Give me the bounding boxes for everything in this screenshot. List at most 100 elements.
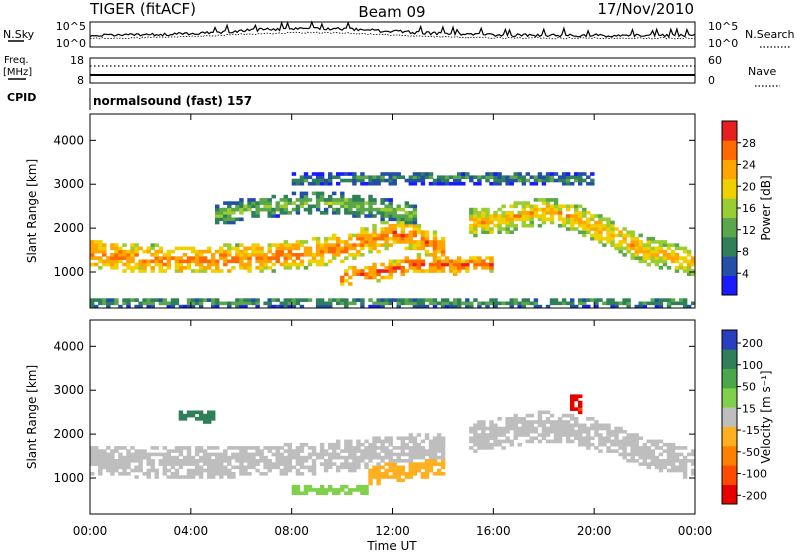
heatmap-cell — [384, 207, 389, 212]
heatmap-cell — [666, 446, 672, 450]
heatmap-cell — [614, 243, 619, 247]
heatmap-cell — [400, 272, 406, 277]
heatmap-cell — [408, 465, 414, 470]
heatmap-cell — [545, 201, 551, 205]
heatmap-cell — [610, 233, 615, 238]
heatmap-cell — [416, 468, 422, 473]
heatmap-cell — [570, 429, 575, 434]
heatmap-cell — [553, 426, 559, 431]
heatmap-cell — [211, 259, 216, 264]
heatmap-cell — [162, 472, 168, 476]
heatmap-cell — [259, 459, 264, 463]
heatmap-cell — [207, 420, 212, 424]
heatmap-cell — [501, 175, 506, 180]
heatmap-cell — [578, 433, 583, 437]
heatmap-cell — [513, 417, 518, 421]
heatmap-cell — [146, 468, 151, 473]
heatmap-cell — [481, 227, 486, 231]
heatmap-cell — [142, 301, 147, 306]
heatmap-cell — [606, 426, 611, 431]
heatmap-cell — [469, 230, 474, 235]
heatmap-cell — [509, 423, 514, 428]
heatmap-cell — [287, 442, 293, 447]
heatmap-cell — [340, 191, 345, 196]
heatmap-cell — [336, 301, 341, 306]
heatmap-cell — [598, 433, 603, 437]
heatmap-cell — [194, 256, 200, 260]
heatmap-cell — [138, 462, 143, 466]
heatmap-cell — [323, 459, 329, 463]
heatmap-cell — [142, 266, 147, 270]
heatmap-cell — [146, 246, 151, 251]
heatmap-cell — [424, 233, 430, 238]
heatmap-cell — [384, 233, 389, 238]
heatmap-cell — [646, 262, 652, 267]
heatmap-cell — [590, 214, 595, 218]
heatmap-cell — [299, 201, 305, 205]
heatmap-cell — [255, 201, 260, 205]
heatmap-cell — [146, 301, 151, 306]
heatmap-cell — [622, 446, 627, 450]
heatmap-cell — [138, 304, 143, 308]
heatmap-cell — [311, 468, 317, 473]
heatmap-cell — [380, 198, 385, 202]
heatmap-cell — [388, 449, 393, 453]
heatmap-cell — [207, 452, 212, 457]
heatmap-cell — [481, 220, 486, 225]
heatmap-cell — [678, 459, 684, 463]
heatmap-cell — [392, 262, 397, 267]
heatmap-cell — [150, 462, 155, 466]
heatmap-cell — [513, 178, 518, 183]
heatmap-cell — [315, 249, 321, 254]
heatmap-cell — [295, 204, 301, 209]
heatmap-cell — [118, 446, 123, 450]
heatmap-cell — [388, 475, 393, 479]
heatmap-cell — [662, 465, 668, 470]
heatmap-cell — [493, 436, 498, 441]
heatmap-cell — [392, 475, 397, 479]
heatmap-cell — [416, 452, 422, 457]
heatmap-cell — [239, 455, 244, 460]
heatmap-cell — [291, 301, 297, 306]
heatmap-cell — [364, 272, 369, 277]
heatmap-cell — [384, 178, 389, 183]
heatmap-cell — [174, 455, 180, 460]
heatmap-cell — [279, 243, 285, 247]
heatmap-cell — [178, 459, 184, 463]
heatmap-cell — [219, 455, 224, 460]
heatmap-cell — [533, 429, 539, 434]
heatmap-cell — [537, 304, 543, 308]
heatmap-cell — [267, 243, 272, 247]
heatmap-cell — [537, 198, 543, 202]
heatmap-cell — [340, 488, 345, 492]
heatmap-cell — [122, 459, 127, 463]
heatmap-cell — [239, 243, 244, 247]
heatmap-cell — [432, 439, 438, 444]
y-tick-label: 4000 — [53, 339, 84, 353]
heatmap-cell — [469, 304, 474, 308]
heatmap-cell — [283, 246, 289, 251]
heatmap-cell — [594, 230, 599, 235]
heatmap-cell — [436, 442, 442, 447]
heatmap-cell — [432, 455, 438, 460]
heatmap-cell — [674, 455, 680, 460]
heatmap-cell — [630, 442, 635, 447]
heatmap-cell — [162, 446, 168, 450]
heatmap-cell — [126, 472, 131, 476]
heatmap-cell — [578, 211, 583, 215]
heatmap-cell — [436, 181, 442, 186]
heatmap-cell — [279, 207, 285, 212]
heatmap-cell — [352, 178, 357, 183]
heatmap-cell — [90, 240, 95, 244]
heatmap-cell — [509, 178, 514, 183]
heatmap-cell — [501, 178, 506, 183]
heatmap-cell — [618, 439, 623, 444]
heatmap-cell — [517, 201, 522, 205]
heatmap-cell — [674, 243, 680, 247]
heatmap-cell — [368, 442, 373, 447]
heatmap-cell — [251, 455, 256, 460]
heatmap-cell — [553, 439, 559, 444]
heatmap-cell — [489, 436, 494, 441]
heatmap-cell — [457, 256, 462, 260]
heatmap-cell — [561, 217, 567, 222]
